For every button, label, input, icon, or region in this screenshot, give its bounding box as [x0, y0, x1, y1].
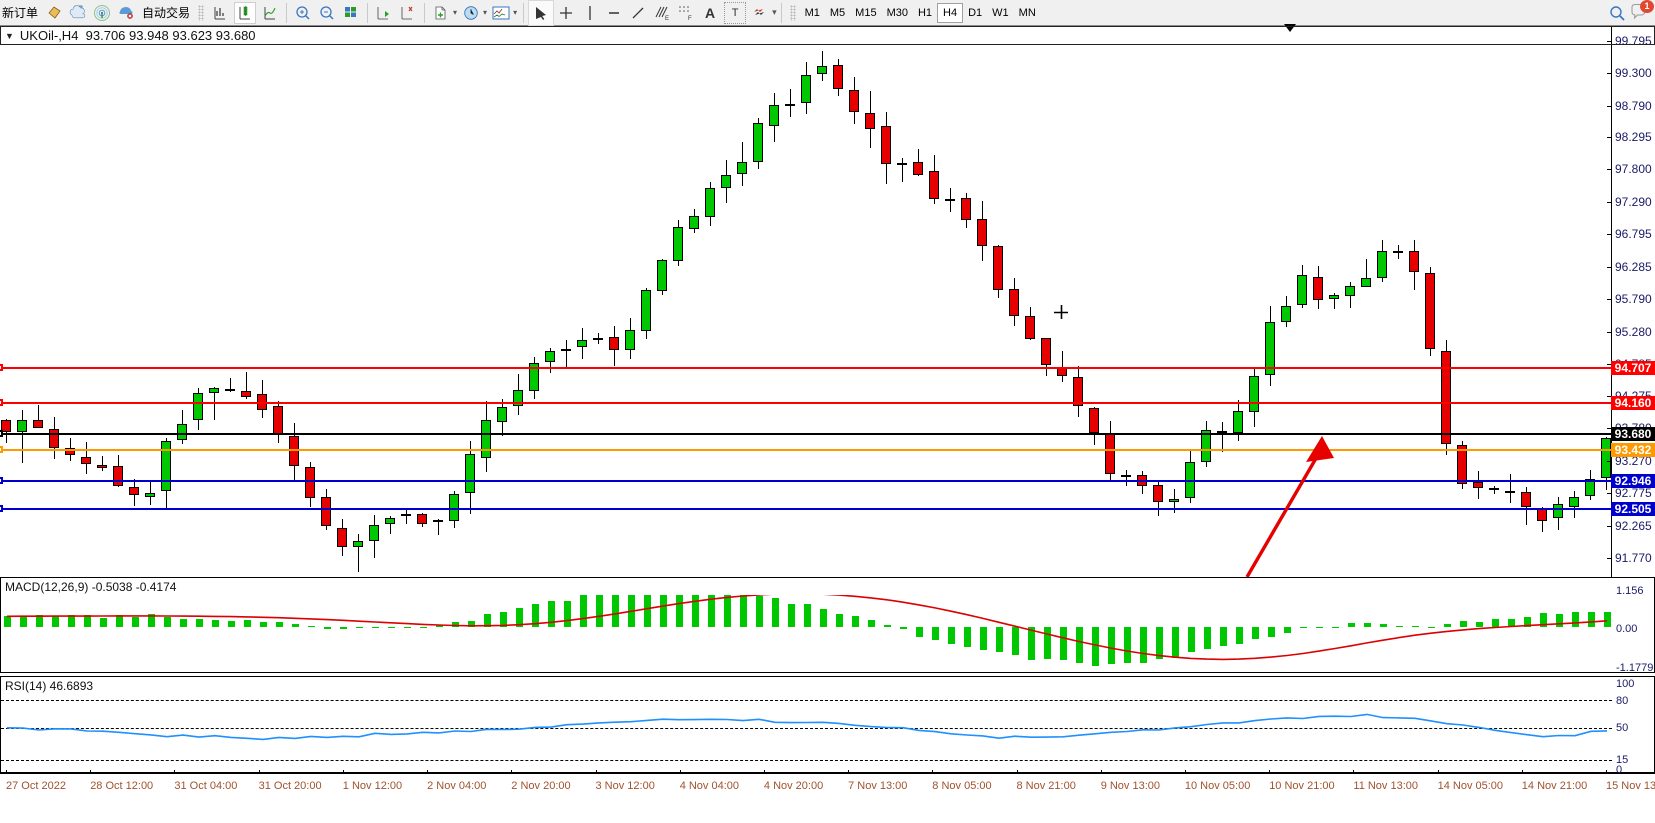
svg-text:F: F: [688, 16, 692, 22]
svg-text:E: E: [665, 16, 669, 22]
